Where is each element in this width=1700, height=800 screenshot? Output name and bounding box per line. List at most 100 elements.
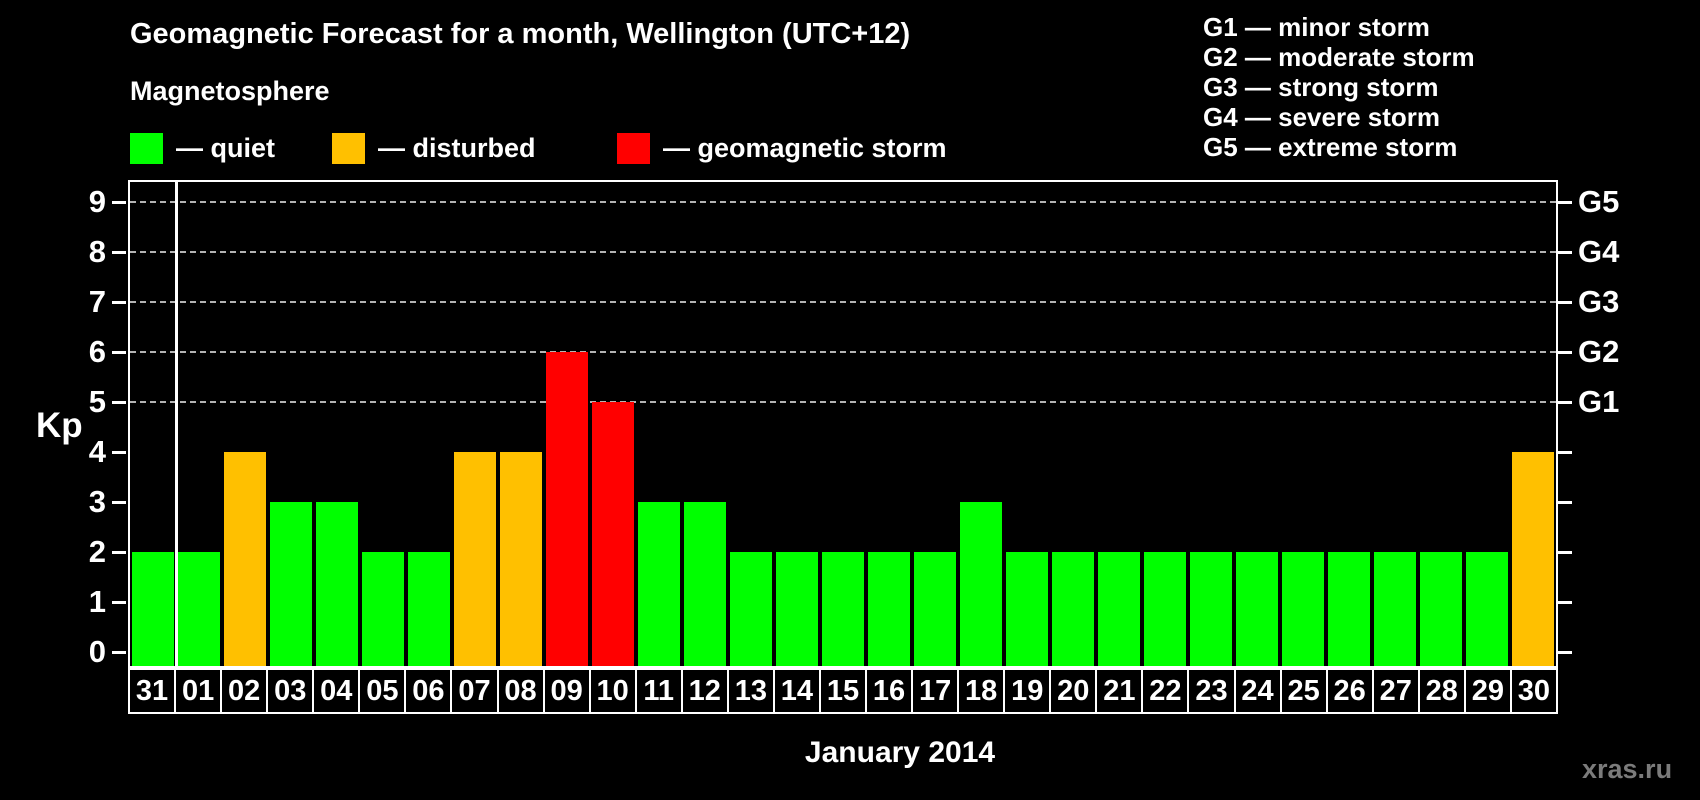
y-tick xyxy=(112,651,126,654)
kp-bar xyxy=(270,502,312,666)
legend-swatch-quiet xyxy=(130,132,163,164)
g-tick xyxy=(1558,401,1572,404)
plot-inner xyxy=(130,182,1556,666)
day-label: 26 xyxy=(1325,668,1374,714)
kp-bar xyxy=(1420,552,1462,666)
y-tick-label: 8 xyxy=(88,234,106,269)
day-label: 28 xyxy=(1417,668,1466,714)
kp-bar xyxy=(1512,452,1554,666)
kp-bar xyxy=(684,502,726,666)
g-axis-label: G4 xyxy=(1578,234,1620,269)
grid-line-kp5 xyxy=(130,401,1556,403)
kp-bar xyxy=(638,502,680,666)
grid-line-kp7 xyxy=(130,301,1556,303)
kp-bar xyxy=(1328,552,1370,666)
legend-swatch-storm xyxy=(617,132,650,164)
g-scale-legend: G1 — minor storm G2 — moderate storm G3 — … xyxy=(1203,12,1475,162)
day-label: 01 xyxy=(174,668,223,714)
kp-bar xyxy=(1006,552,1048,666)
y-tick-label: 4 xyxy=(88,434,106,469)
day-label: 04 xyxy=(312,668,361,714)
kp-bar xyxy=(730,552,772,666)
g-tick xyxy=(1558,651,1572,654)
legend-item-disturbed: — disturbed xyxy=(332,132,536,164)
legend-item-label: — disturbed xyxy=(378,132,536,163)
kp-bar xyxy=(178,552,220,666)
day-label: 10 xyxy=(588,668,637,714)
day-label: 27 xyxy=(1371,668,1420,714)
day-label: 07 xyxy=(450,668,499,714)
kp-bar xyxy=(1236,552,1278,666)
g-tick xyxy=(1558,301,1572,304)
day-label: 08 xyxy=(496,668,545,714)
y-tick xyxy=(112,301,126,304)
legend-item-quiet: — quiet xyxy=(130,132,275,164)
x-axis-title: January 2014 xyxy=(804,736,996,769)
legend-item-storm: — geomagnetic storm xyxy=(617,132,947,164)
kp-bar xyxy=(1374,552,1416,666)
kp-bar xyxy=(454,452,496,666)
y-tick-label: 6 xyxy=(88,334,106,369)
y-tick xyxy=(112,201,126,204)
kp-bar xyxy=(1144,552,1186,666)
day-label: 30 xyxy=(1509,668,1558,714)
y-tick-label: 0 xyxy=(88,634,106,669)
kp-bar xyxy=(592,402,634,666)
y-tick-label: 1 xyxy=(88,584,106,619)
day-label: 23 xyxy=(1187,668,1236,714)
y-tick xyxy=(112,401,126,404)
day-label: 12 xyxy=(680,668,729,714)
kp-bar xyxy=(1282,552,1324,666)
day-label: 24 xyxy=(1233,668,1282,714)
day-label: 15 xyxy=(818,668,867,714)
g-tick xyxy=(1558,251,1572,254)
g-axis-label: G5 xyxy=(1578,184,1620,219)
kp-bar xyxy=(914,552,956,666)
kp-bar xyxy=(500,452,542,666)
kp-bar xyxy=(316,502,358,666)
day-label: 16 xyxy=(865,668,914,714)
day-label: 31 xyxy=(128,668,177,714)
day-label: 02 xyxy=(220,668,269,714)
g-legend-line: G3 — strong storm xyxy=(1203,72,1439,102)
kp-bar xyxy=(132,552,174,666)
day-label: 03 xyxy=(266,668,315,714)
y-tick xyxy=(112,501,126,504)
kp-bar xyxy=(546,352,588,666)
g-tick xyxy=(1558,601,1572,604)
day-label: 09 xyxy=(542,668,591,714)
plot-area xyxy=(128,180,1558,668)
kp-bar xyxy=(1052,552,1094,666)
day-label: 22 xyxy=(1141,668,1190,714)
y-tick-label: 5 xyxy=(88,384,106,419)
g-axis-label: G2 xyxy=(1578,334,1620,369)
g-axis-label: G1 xyxy=(1578,384,1620,419)
kp-bar xyxy=(1098,552,1140,666)
y-tick-label: 3 xyxy=(88,484,106,519)
kp-bar xyxy=(868,552,910,666)
kp-axis-title: Kp xyxy=(36,406,83,445)
watermark: xras.ru xyxy=(1582,754,1673,784)
g-tick xyxy=(1558,551,1572,554)
kp-bar xyxy=(960,502,1002,666)
g-tick xyxy=(1558,351,1572,354)
y-tick xyxy=(112,251,126,254)
y-tick-label: 7 xyxy=(88,284,106,319)
g-axis-label: G3 xyxy=(1578,284,1620,319)
day-label: 06 xyxy=(404,668,453,714)
kp-bar xyxy=(1466,552,1508,666)
g-tick xyxy=(1558,201,1572,204)
chart-title: Geomagnetic Forecast for a month, Wellin… xyxy=(130,18,911,50)
day-label: 19 xyxy=(1003,668,1052,714)
g-legend-line: G2 — moderate storm xyxy=(1203,42,1475,72)
day-label: 20 xyxy=(1049,668,1098,714)
grid-line-kp9 xyxy=(130,201,1556,203)
kp-bar xyxy=(362,552,404,666)
grid-line-kp6 xyxy=(130,351,1556,353)
day-label: 17 xyxy=(911,668,960,714)
y-tick xyxy=(112,551,126,554)
day-label: 13 xyxy=(726,668,775,714)
kp-bar xyxy=(224,452,266,666)
day-label: 25 xyxy=(1279,668,1328,714)
day-label: 14 xyxy=(772,668,821,714)
